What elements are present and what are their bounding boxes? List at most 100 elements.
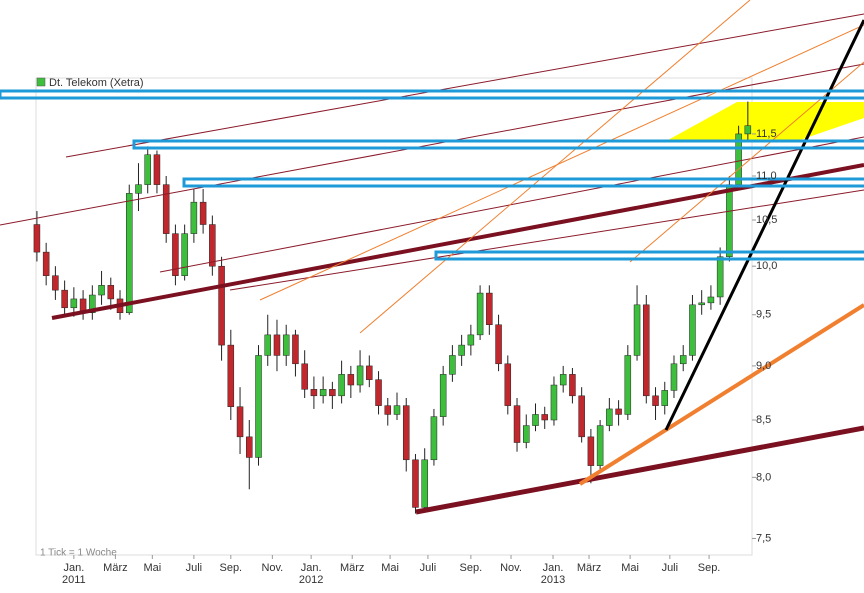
legend-swatch bbox=[36, 77, 46, 87]
candle-body bbox=[495, 324, 502, 365]
candle-body bbox=[523, 425, 530, 443]
candle-body bbox=[227, 344, 235, 407]
candle-body bbox=[366, 365, 373, 380]
x-tick-label: März bbox=[577, 562, 601, 574]
candle-body bbox=[246, 436, 253, 458]
candle-body bbox=[61, 289, 68, 309]
candle-body bbox=[726, 184, 733, 258]
candle-body bbox=[596, 425, 604, 466]
x-tick-label: Sep. bbox=[460, 562, 483, 574]
candle-body bbox=[301, 363, 308, 390]
x-tick-label: Mai bbox=[381, 562, 399, 574]
trend-line bbox=[159, 136, 864, 273]
trend-line bbox=[229, 189, 864, 291]
candle-body bbox=[273, 334, 281, 356]
y-tick-label: 10,0 bbox=[756, 260, 777, 272]
candle-body bbox=[744, 125, 752, 135]
candle-body bbox=[504, 363, 512, 406]
candle-body bbox=[329, 389, 336, 397]
candles bbox=[33, 101, 752, 514]
candle-body bbox=[643, 304, 650, 397]
y-tick-label: 9,0 bbox=[756, 360, 771, 372]
y-tick-label: 11,5 bbox=[756, 128, 777, 140]
candle-body bbox=[716, 256, 724, 298]
candle-body bbox=[449, 355, 456, 375]
candle-body bbox=[236, 406, 244, 438]
candle-body bbox=[33, 224, 41, 253]
candle-body bbox=[707, 296, 715, 304]
x-tick-label: März bbox=[103, 562, 127, 574]
candle-body bbox=[606, 408, 613, 426]
candle-body bbox=[218, 265, 225, 346]
candle-body bbox=[532, 414, 539, 426]
trend-line bbox=[629, 61, 864, 263]
y-tick-label: 8,0 bbox=[756, 471, 771, 483]
candle-body bbox=[412, 459, 419, 508]
band bbox=[434, 250, 864, 261]
candle-body bbox=[338, 374, 345, 397]
trend-line bbox=[65, 13, 864, 158]
x-year-label: 2012 bbox=[299, 574, 323, 586]
candle-body bbox=[153, 154, 161, 185]
candle-body bbox=[319, 389, 327, 397]
trend-line bbox=[259, 24, 864, 301]
candle-body bbox=[550, 384, 558, 421]
candle-body bbox=[439, 374, 447, 417]
x-tick-label: Mai bbox=[143, 562, 161, 574]
candle-body bbox=[587, 436, 595, 466]
trend-lines bbox=[0, 0, 864, 515]
trend-line bbox=[415, 425, 864, 515]
candle-body bbox=[255, 355, 262, 458]
candle-body bbox=[135, 184, 142, 194]
candle-body bbox=[199, 201, 207, 225]
band bbox=[132, 139, 864, 150]
candle-body bbox=[98, 285, 105, 296]
x-tick-label: Juli bbox=[420, 562, 437, 574]
x-tick-label: März bbox=[340, 562, 364, 574]
candle-body bbox=[393, 405, 401, 415]
support-bands bbox=[0, 89, 864, 261]
x-year-label: 2011 bbox=[62, 574, 86, 586]
y-tick-label: 9,5 bbox=[756, 309, 771, 321]
candle-body bbox=[541, 414, 548, 421]
candle-body bbox=[467, 334, 475, 346]
y-tick-label: 7,5 bbox=[756, 532, 771, 544]
candle-body bbox=[624, 355, 632, 415]
band bbox=[0, 89, 864, 100]
candle-body bbox=[615, 408, 622, 415]
x-tick-label: Sep. bbox=[219, 562, 242, 574]
candle-body bbox=[375, 379, 382, 406]
candle-body bbox=[486, 292, 493, 325]
candle-body bbox=[559, 374, 567, 386]
candle-body bbox=[264, 334, 271, 356]
candle-body bbox=[421, 459, 428, 508]
candle-body bbox=[172, 233, 179, 276]
band bbox=[182, 177, 864, 188]
x-tick-label: Nov. bbox=[500, 562, 522, 574]
candle-body bbox=[282, 334, 290, 356]
trend-line bbox=[664, 19, 864, 431]
candle-body bbox=[107, 285, 115, 300]
candle-body bbox=[402, 405, 410, 461]
candle-body bbox=[209, 224, 216, 267]
x-tick-label: Sep. bbox=[698, 562, 721, 574]
candle-body bbox=[70, 298, 78, 309]
candle-body bbox=[476, 292, 484, 336]
candle-body bbox=[384, 405, 392, 415]
candle-body bbox=[652, 395, 659, 406]
candle-body bbox=[679, 355, 687, 365]
trend-line bbox=[578, 303, 864, 486]
y-tick-label: 10,5 bbox=[756, 214, 777, 226]
x-tick-label: Jan. bbox=[543, 562, 564, 574]
y-tick-label: 11,0 bbox=[756, 170, 777, 182]
candle-body bbox=[689, 304, 696, 356]
candle-body bbox=[144, 154, 151, 185]
x-year-label: 2013 bbox=[541, 574, 565, 586]
candle-body bbox=[458, 344, 465, 356]
candle-body bbox=[356, 365, 364, 386]
candle-body bbox=[513, 405, 521, 443]
candle-body bbox=[42, 251, 50, 276]
x-tick-label: Juli bbox=[186, 562, 203, 574]
